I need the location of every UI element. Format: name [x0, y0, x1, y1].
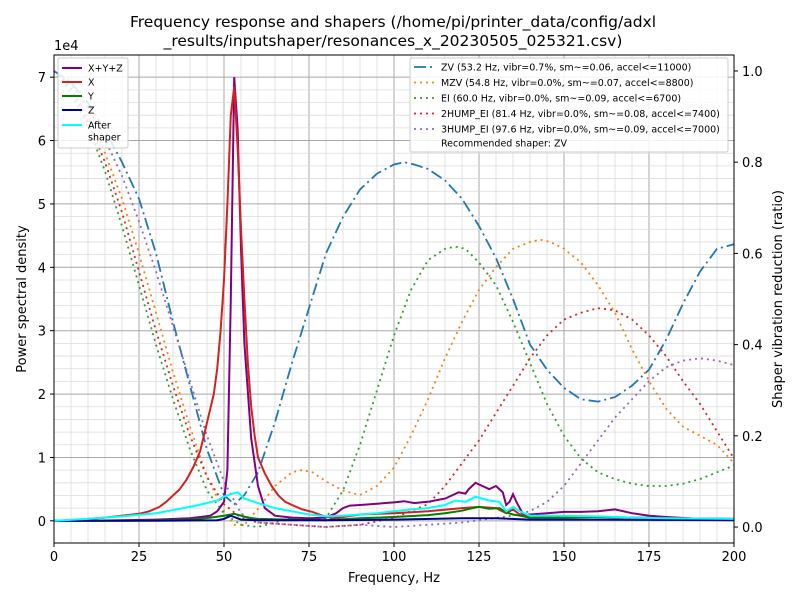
shaper-curve [53, 70, 735, 528]
y-exponent-label: 1e4 [54, 39, 79, 54]
recommended-shaper-text: Recommended shaper: ZV [441, 139, 567, 150]
psd-curve [54, 514, 735, 522]
y-ticks-right: 0.0 0.2 0.4 0.6 0.8 1.0 [734, 65, 763, 536]
x-tick-label: 50 [216, 550, 233, 565]
y-tick-label-left: 6 [38, 135, 46, 150]
y-tick-label-right: 0.4 [742, 339, 763, 354]
y-tick-label-left: 2 [38, 388, 46, 403]
legend-label: shaper [88, 133, 121, 144]
legend-label: 3HUMP_EI (97.6 Hz, vibr=0.0%, sm~=0.09, … [441, 125, 720, 136]
x-tick-label: 75 [301, 550, 318, 565]
legend-label: EI (60.0 Hz, vibr=0.0%, sm~=0.09, accel<… [441, 94, 681, 105]
shaper-curve [53, 70, 735, 526]
x-tick-label: 100 [382, 550, 407, 565]
shaper-curve [53, 70, 735, 528]
legend-label: X+Y+Z [88, 64, 123, 75]
psd-curve [53, 491, 735, 522]
y-tick-label-right: 0.6 [742, 247, 763, 262]
x-tick-label: 200 [722, 550, 747, 565]
y-tick-label-right: 0.2 [742, 430, 763, 445]
x-axis-label: Frequency, Hz [348, 571, 440, 586]
shaper-lines [53, 70, 735, 528]
legend-label: X [88, 78, 95, 89]
y-tick-label-right: 1.0 [742, 65, 763, 80]
y-ticks-left: 0 1 2 3 4 5 6 7 [38, 71, 54, 530]
shaper-curve [53, 70, 735, 506]
y-tick-label-left: 4 [38, 261, 46, 276]
y-tick-label-left: 7 [38, 71, 46, 86]
y-tick-label-right: 0.8 [742, 156, 763, 171]
legend-label: ZV (53.2 Hz, vibr=0.7%, sm~=0.06, accel<… [441, 63, 691, 74]
legend-label: After [88, 121, 111, 132]
y-tick-label-left: 0 [38, 515, 46, 530]
shaper-curve [53, 70, 735, 528]
legend-shapers-box [409, 57, 729, 153]
x-ticks: 0 25 50 75 100 125 150 175 200 [50, 543, 747, 565]
legend-label: Y [87, 92, 94, 103]
legend-shapers: ZV (53.2 Hz, vibr=0.7%, sm~=0.06, accel<… [409, 57, 729, 153]
x-tick-label: 150 [552, 550, 577, 565]
x-tick-label: 175 [637, 550, 662, 565]
psd-curve [54, 505, 735, 522]
y-tick-label-left: 1 [38, 451, 46, 466]
legend-label: Z [88, 106, 95, 117]
y-tick-label-right: 0.0 [742, 521, 763, 536]
chart-title-line1: Frequency response and shapers (/home/pi… [130, 13, 656, 32]
x-tick-label: 0 [50, 550, 58, 565]
y-tick-label-left: 3 [38, 325, 46, 340]
chart-title-line2: _results/inputshaper/resonances_x_202305… [163, 32, 623, 51]
y-axis-label-right: Shaper vibration reduction (ratio) [771, 190, 786, 408]
x-tick-label: 125 [467, 550, 492, 565]
y-tick-label-left: 5 [38, 198, 46, 213]
legend-label: MZV (54.8 Hz, vibr=0.0%, sm~=0.07, accel… [441, 78, 693, 89]
x-tick-label: 25 [131, 550, 148, 565]
psd-lines [53, 77, 735, 522]
psd-curve [54, 77, 735, 522]
legend-label: 2HUMP_EI (81.4 Hz, vibr=0.0%, sm~=0.08, … [441, 109, 720, 120]
y-axis-label-left: Power spectral density [15, 225, 30, 373]
